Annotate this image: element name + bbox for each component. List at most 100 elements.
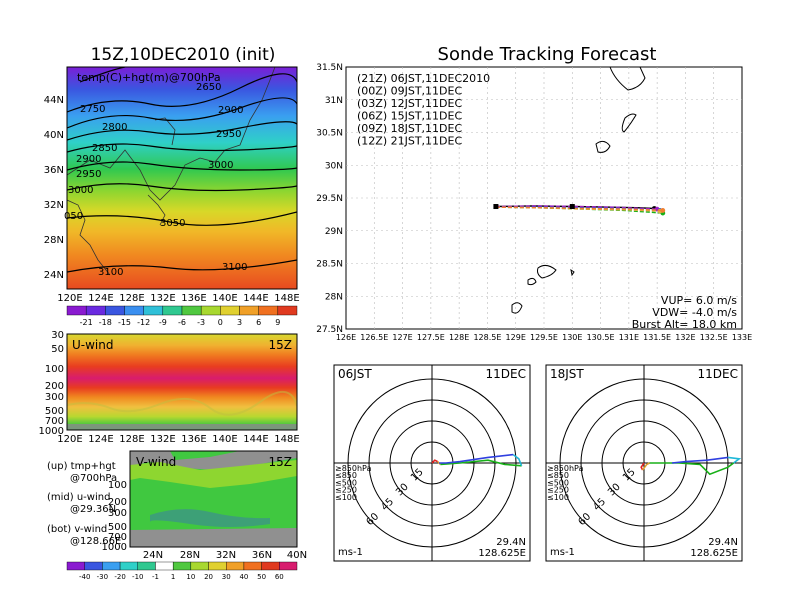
colorbar-label: -30 xyxy=(97,573,108,581)
track-legend-entry: (06Z) 15JST,11DEC xyxy=(357,110,462,123)
u-wind-label: U-wind xyxy=(72,338,113,352)
hodograph-date: 11DEC xyxy=(486,367,526,381)
colorbar-swatch xyxy=(105,305,125,316)
colorbar-label: -12 xyxy=(137,318,150,327)
island-outline xyxy=(621,113,637,133)
islands xyxy=(511,67,646,314)
colorbar-label: -6 xyxy=(178,318,186,327)
height-contour xyxy=(67,183,297,192)
map-lat-tick: 32N xyxy=(44,200,64,211)
temperature-field xyxy=(67,67,297,289)
track-lon-tick: 129.5E xyxy=(530,333,558,342)
colorbar-swatch xyxy=(181,305,202,316)
colorbar-label: 0 xyxy=(218,318,223,327)
track-lat-tick: 30N xyxy=(325,161,343,171)
v-p-tick: 1000 xyxy=(102,542,127,553)
right-title: Sonde Tracking Forecast xyxy=(438,44,657,65)
u-lon-tick: 128E xyxy=(119,434,144,445)
hodograph-lat: 29.4N xyxy=(496,537,526,548)
level-legend-entry: ≤250 xyxy=(335,486,357,495)
track-lon-tick: 132.5E xyxy=(700,333,728,342)
contour-label: 3100 xyxy=(98,267,123,278)
track-lon-tick: 128E xyxy=(449,333,469,342)
hodograph-line xyxy=(440,459,522,467)
hodograph-line xyxy=(641,462,650,471)
colorbar-label: -1 xyxy=(152,573,159,581)
colorbar-label: 50 xyxy=(257,573,266,581)
track-lon-tick: 133E xyxy=(732,333,752,342)
track-legend: (21Z) 06JST,11DEC2010(00Z) 09JST,11DEC(0… xyxy=(357,72,490,148)
map-lon-tick: 132E xyxy=(150,293,175,304)
hodograph-time: 18JST xyxy=(550,367,584,381)
marker-point xyxy=(569,204,575,210)
left-title: 15Z,10DEC2010 (init) xyxy=(91,45,276,65)
hodograph-lon: 128.625E xyxy=(478,548,526,559)
map-lon-tick: 124E xyxy=(88,293,113,304)
colorbar-swatch xyxy=(143,305,164,316)
u-wind-field xyxy=(67,334,297,430)
level-legend-entry: ≤250 xyxy=(547,486,569,495)
level-legend-entry: ≤500 xyxy=(335,478,357,487)
height-contour xyxy=(67,259,297,273)
hodograph-line xyxy=(439,453,514,464)
colorbar-swatch xyxy=(220,305,240,316)
contour-label: 2800 xyxy=(102,122,127,133)
track-lon-tick: 128.5E xyxy=(473,333,501,342)
u-p-tick: 300 xyxy=(45,392,64,403)
colorbar-swatch xyxy=(261,561,280,571)
colorbar-swatch xyxy=(84,561,103,571)
u-p-tick: 700 xyxy=(45,416,64,427)
height-contour xyxy=(79,67,126,83)
map-lat-tick: 28N xyxy=(44,235,64,246)
track-legend-entry: (03Z) 12JST,11DEC xyxy=(357,97,462,110)
colorbar-swatch xyxy=(102,561,121,571)
colorbar-swatch xyxy=(190,561,209,571)
u-p-tick: 200 xyxy=(45,381,64,392)
contour-label: 2850 xyxy=(92,143,117,154)
u-p-tick: 500 xyxy=(45,406,64,417)
u-lon-tick: 120E xyxy=(57,434,82,445)
hodograph-lines xyxy=(640,456,742,476)
track-lon-tick: 126.5E xyxy=(360,333,388,342)
v-wind-time: 15Z xyxy=(269,455,293,469)
colorbar-swatch xyxy=(137,561,156,571)
colorbar-label: 6 xyxy=(256,318,261,327)
u-wind-section: U-wind 15Z 30 50 100 200 300 500 700 100… xyxy=(39,330,300,445)
track-lat-tick: 29.5N xyxy=(316,194,343,204)
track-lines xyxy=(493,204,666,216)
track-grid xyxy=(346,67,742,329)
v-wind-negative xyxy=(150,509,270,527)
contour-label: 2950 xyxy=(216,129,241,140)
colorbar-swatch xyxy=(279,561,298,571)
v-p-tick: 100 xyxy=(108,480,127,491)
hodograph-date: 11DEC xyxy=(698,367,738,381)
colorbar-swatch xyxy=(124,305,144,316)
track-line xyxy=(495,206,663,212)
colorbar-swatch xyxy=(66,305,87,316)
note-bot-2: @128.66E xyxy=(70,536,121,547)
track-lon-tick: 127.5E xyxy=(417,333,445,342)
contour-label: 3000 xyxy=(68,185,93,196)
burst-param: Burst Alt= 18.0 km xyxy=(632,318,737,331)
height-contour xyxy=(67,211,297,226)
map-lon-tick: 144E xyxy=(243,293,268,304)
hodograph-line xyxy=(671,456,729,464)
colorbar-label: 60 xyxy=(275,573,284,581)
level-legend-entry: ≤500 xyxy=(547,478,569,487)
contour-label: 3100 xyxy=(222,262,247,273)
hodograph-lines xyxy=(431,453,523,467)
colorbar-label: -20 xyxy=(114,573,125,581)
height-contour xyxy=(67,161,297,171)
v-p-tick: 700 xyxy=(108,532,127,543)
track-legend-entry: (21Z) 06JST,11DEC2010 xyxy=(357,72,490,85)
track-lat-tick: 31.5N xyxy=(316,63,343,73)
u-lon-tick: 124E xyxy=(88,434,113,445)
colorbar-label: 30 xyxy=(222,573,231,581)
u-p-tick: 50 xyxy=(51,344,64,355)
colorbar-swatch xyxy=(258,305,279,316)
track-lon-tick: 131E xyxy=(619,333,639,342)
island-outline xyxy=(527,277,537,286)
track-panel: (21Z) 06JST,11DEC2010(00Z) 09JST,11DEC(0… xyxy=(345,66,743,331)
v-wind-frame xyxy=(129,450,298,548)
